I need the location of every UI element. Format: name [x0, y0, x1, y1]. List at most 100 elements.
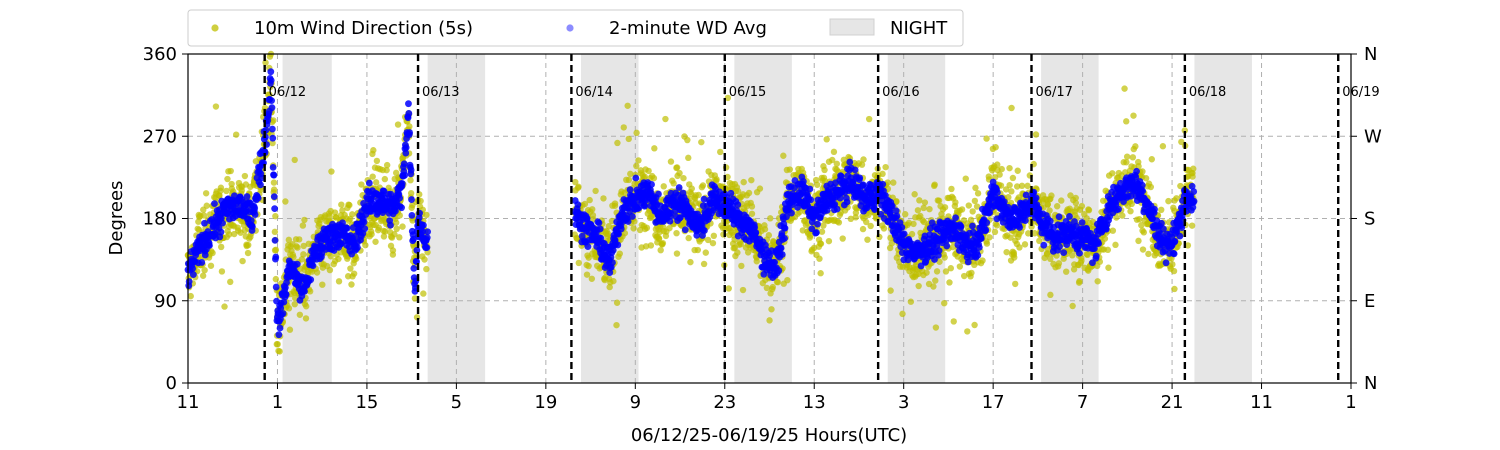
- avg-point: [957, 222, 965, 230]
- raw-point: [1069, 252, 1076, 259]
- raw-point: [221, 303, 228, 310]
- avg-point: [806, 185, 814, 193]
- raw-point: [1072, 199, 1080, 207]
- raw-point: [399, 223, 406, 230]
- raw-point: [971, 197, 979, 205]
- raw-point: [1145, 250, 1152, 258]
- raw-point: [420, 290, 427, 297]
- raw-point: [687, 258, 694, 266]
- avg-point: [185, 278, 193, 285]
- raw-point: [882, 163, 889, 171]
- raw-point: [209, 249, 216, 257]
- raw-point: [239, 257, 246, 265]
- raw-point: [964, 328, 971, 335]
- raw-point: [1058, 197, 1065, 204]
- avg-point: [614, 241, 622, 249]
- raw-point: [967, 216, 975, 223]
- raw-point: [724, 94, 732, 102]
- raw-point: [270, 186, 278, 193]
- avg-point: [293, 260, 301, 268]
- raw-point: [702, 249, 709, 256]
- raw-point: [986, 234, 993, 241]
- raw-point: [300, 242, 307, 250]
- avg-point: [843, 198, 851, 206]
- raw-point: [761, 226, 769, 233]
- avg-point: [269, 163, 277, 171]
- raw-point: [685, 234, 692, 242]
- avg-point: [267, 76, 275, 84]
- raw-point: [1083, 215, 1090, 222]
- raw-point: [710, 232, 718, 240]
- avg-point: [387, 221, 394, 229]
- raw-point: [1007, 234, 1014, 241]
- raw-point: [1009, 174, 1017, 182]
- avg-point: [405, 100, 412, 108]
- raw-point: [1018, 182, 1026, 190]
- raw-point: [1113, 214, 1120, 221]
- raw-point: [974, 190, 982, 197]
- raw-point: [586, 196, 593, 204]
- raw-point: [643, 224, 651, 232]
- raw-point: [698, 138, 705, 146]
- avg-point: [189, 265, 197, 272]
- raw-point: [613, 321, 620, 329]
- raw-point: [226, 231, 233, 238]
- avg-point: [396, 194, 404, 202]
- avg-point: [851, 166, 859, 174]
- raw-point: [673, 229, 680, 237]
- raw-point: [392, 169, 400, 177]
- raw-point: [748, 203, 756, 210]
- raw-point: [688, 185, 695, 192]
- avg-point: [424, 228, 432, 236]
- raw-point: [786, 166, 794, 173]
- avg-point: [1060, 249, 1068, 257]
- raw-point: [1177, 182, 1184, 190]
- avg-point: [365, 179, 373, 187]
- raw-point: [631, 218, 638, 225]
- avg-point: [935, 247, 943, 255]
- raw-point: [655, 235, 663, 243]
- raw-point: [423, 265, 430, 273]
- raw-point: [1031, 230, 1038, 237]
- raw-point: [300, 251, 307, 258]
- raw-point: [971, 321, 978, 329]
- raw-point: [1188, 222, 1196, 229]
- raw-point: [979, 257, 986, 264]
- avg-point: [892, 207, 900, 215]
- raw-point: [1069, 302, 1076, 310]
- raw-point: [589, 206, 596, 213]
- raw-point: [942, 268, 950, 275]
- raw-point: [625, 135, 632, 143]
- raw-point: [1190, 165, 1197, 172]
- raw-point: [1139, 168, 1146, 175]
- avg-point: [267, 68, 275, 76]
- raw-point: [829, 156, 836, 164]
- raw-point: [1139, 246, 1147, 253]
- raw-point: [613, 299, 621, 306]
- raw-point: [1140, 229, 1148, 236]
- raw-point: [651, 145, 658, 152]
- raw-point: [879, 170, 886, 178]
- raw-point: [346, 201, 353, 209]
- raw-point: [670, 180, 677, 187]
- raw-point: [1010, 249, 1018, 257]
- avg-point: [269, 134, 277, 142]
- raw-point: [949, 243, 956, 251]
- avg-point: [272, 283, 280, 291]
- raw-point: [203, 202, 210, 209]
- raw-point: [347, 265, 354, 272]
- raw-point: [1002, 186, 1010, 193]
- avg-point: [276, 324, 284, 332]
- avg-point: [783, 213, 790, 221]
- raw-point: [911, 191, 918, 198]
- avg-point: [846, 158, 854, 166]
- raw-point: [319, 281, 326, 288]
- raw-point: [973, 203, 981, 210]
- raw-point: [272, 246, 280, 254]
- avg-point: [836, 194, 844, 202]
- raw-point: [748, 176, 755, 184]
- avg-point: [771, 258, 779, 266]
- avg-point: [781, 234, 788, 242]
- avg-point: [595, 219, 603, 227]
- avg-point: [775, 267, 783, 274]
